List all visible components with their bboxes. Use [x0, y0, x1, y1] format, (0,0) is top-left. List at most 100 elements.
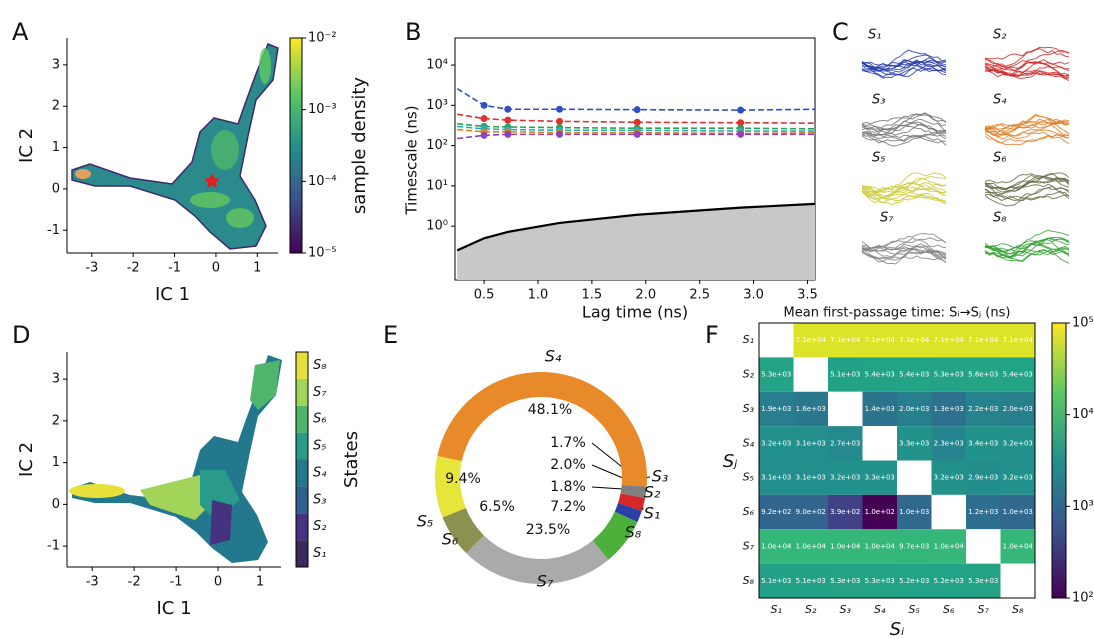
colorbar-tick-label: S₁ — [313, 546, 326, 561]
structure-trace — [861, 63, 947, 78]
x-axis-label: Lag time (ns) — [582, 303, 688, 322]
value-label: 9.4% — [445, 471, 481, 487]
marker — [737, 106, 745, 114]
y-tick-label: S₃ — [743, 402, 755, 415]
marker — [814, 133, 815, 136]
structure-trace — [861, 245, 947, 259]
heat-cell — [793, 529, 828, 564]
marker — [814, 131, 815, 134]
colorbar-tick-label: 10⁻⁵ — [308, 246, 337, 261]
structure-trace — [861, 186, 947, 199]
colorbar — [1051, 322, 1067, 599]
cell-label: 3.2e+03 — [1003, 439, 1033, 447]
donut-slice — [592, 511, 638, 560]
y-axis-label: IC 2 — [16, 128, 37, 163]
cell-label: 2.0e+03 — [899, 405, 929, 413]
y-tick-label: 10⁰ — [426, 219, 448, 234]
empty-cell — [966, 529, 1001, 564]
structure-trace — [861, 181, 947, 194]
heat-cell — [931, 323, 966, 358]
colorbar-tick-label: S₄ — [313, 465, 327, 480]
heat-cell — [1000, 460, 1035, 495]
x-tick-label: 1.0 — [528, 288, 549, 303]
x-tick-label: -1 — [170, 575, 183, 590]
x-tick-label: S₅ — [909, 603, 920, 616]
y-tick-label: 3 — [52, 372, 60, 387]
cell-label: 2.0e+03 — [1003, 405, 1033, 413]
structure-trace — [984, 121, 1070, 137]
y-tick-label: S₈ — [743, 574, 755, 587]
density-map — [71, 43, 279, 250]
heat-cell — [828, 426, 863, 461]
heat-cell — [966, 494, 1001, 530]
cell-label: 1.6e+03 — [796, 405, 826, 413]
cell-label: 5.1e+03 — [761, 577, 791, 585]
x-tick-label: 1 — [253, 261, 261, 276]
structure-trace — [984, 62, 1070, 81]
y-tick-label: S₁ — [743, 333, 754, 346]
heat-cell — [759, 494, 794, 530]
heatmap-title: Mean first-passage time: Sᵢ→Sⱼ (ns) — [784, 306, 1011, 321]
structure-trace — [861, 243, 947, 261]
cell-label: 5.4e+03 — [865, 371, 895, 379]
category-label: S₄ — [545, 347, 562, 366]
category-label: S₅ — [417, 512, 434, 531]
colorbar-label: sample density — [349, 77, 370, 215]
cell-label: 5.3e+03 — [865, 577, 895, 585]
donut-slice — [614, 503, 642, 523]
donut-slice — [437, 371, 648, 487]
cell-label: 1.0e+04 — [934, 542, 965, 550]
heat-cell — [966, 323, 1001, 358]
colorbar-frame — [295, 351, 309, 568]
structure-trace — [861, 114, 947, 125]
structure-trace — [984, 61, 1070, 78]
plot-area — [456, 87, 815, 280]
category-label: S₆ — [442, 530, 459, 549]
structure-trace — [984, 126, 1070, 139]
structure-trace — [861, 232, 947, 253]
heat-cell — [897, 391, 932, 427]
cell-label: 1.0e+03 — [899, 508, 929, 516]
colorbar-band — [296, 432, 308, 460]
cell-label: 7.1e+04 — [1003, 336, 1034, 344]
empty-cell — [897, 460, 932, 495]
y-tick-label: S₄ — [743, 436, 755, 449]
structure-trace — [984, 134, 1070, 146]
heat-cell — [897, 426, 932, 461]
heat-cell — [828, 460, 863, 495]
y-tick-label: 2 — [52, 99, 60, 114]
panel-letter: C — [832, 18, 849, 46]
value-label: 7.2% — [550, 499, 586, 515]
x-tick-label: S₈ — [1012, 603, 1024, 616]
y-tick-label: S₆ — [743, 505, 755, 518]
structure-trace — [984, 189, 1070, 201]
structure-trace — [984, 177, 1070, 196]
colorbar-tick-label: 10⁴ — [1072, 407, 1094, 422]
colorbar-tick-label: 10⁻⁴ — [308, 174, 337, 189]
colorbar-tick-label: 10⁻³ — [308, 102, 337, 117]
colorbar-tick-label: 10³ — [1072, 499, 1094, 514]
marker — [737, 130, 745, 138]
structure-trace — [861, 134, 947, 139]
empty-cell — [759, 323, 794, 358]
marker — [480, 131, 488, 139]
cell-label: 5.4e+03 — [1003, 371, 1033, 379]
cell-label: 9.7e+03 — [899, 542, 929, 550]
cell-label: 5.4e+03 — [899, 371, 929, 379]
heat-cell — [759, 563, 794, 598]
marker — [633, 118, 641, 126]
y-tick-label: S₇ — [743, 539, 755, 552]
cell-label: 3.3e+03 — [899, 439, 929, 447]
marker — [633, 130, 641, 138]
panel-letter: E — [383, 321, 398, 349]
cell-label: 2.7e+03 — [830, 439, 860, 447]
x-tick-label: 1 — [256, 575, 264, 590]
heat-cell — [931, 391, 966, 427]
heat-cell — [828, 494, 863, 530]
colorbar-tick-label: S₇ — [313, 385, 327, 400]
cell-label: 5.3e+03 — [761, 371, 791, 379]
structure-label: S₄ — [993, 93, 1007, 108]
cell-label: 3.2e+03 — [1003, 474, 1033, 482]
x-tick-label: -2 — [127, 261, 140, 276]
cell-label: 1.0e+02 — [865, 508, 895, 516]
